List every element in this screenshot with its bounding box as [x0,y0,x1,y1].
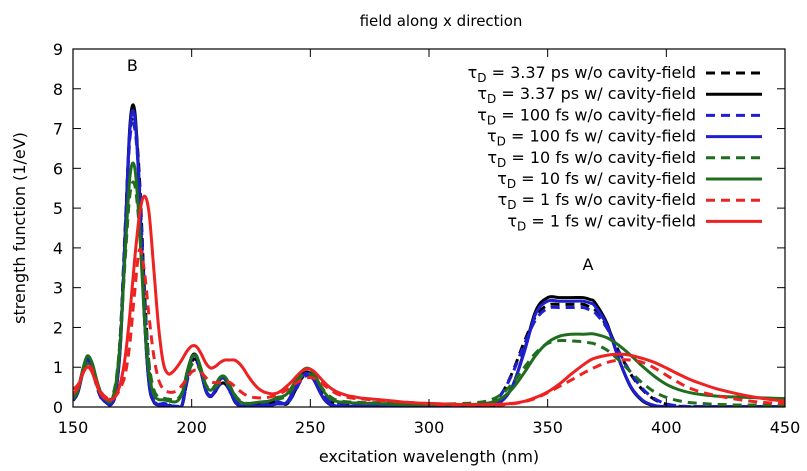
x-tick-label: 400 [651,418,682,437]
peak-annotation: A [583,255,594,274]
y-tick-label: 5 [53,199,63,218]
x-axis: 150 200 250 300 350 400 450 [58,49,801,437]
legend-entry-label: τD = 100 fs w/o cavity-field [477,105,696,127]
peak-annotation: B [127,56,138,75]
y-axis: 0 1 2 3 4 5 6 7 8 9 [53,40,785,417]
y-tick-label: 4 [53,239,63,258]
x-tick-label: 450 [770,418,801,437]
legend-entry-label: τD = 10 fs w/o cavity-field [487,148,696,170]
legend-entry-label: τD = 1 fs w/o cavity-field [498,190,696,212]
chart-title: field along x direction [360,12,523,30]
chart-annotations: BA [127,56,594,274]
series-curves [73,103,785,407]
legend-entry-label: τD = 1 fs w/ cavity-field [507,211,696,233]
x-tick-label: 350 [532,418,563,437]
y-tick-label: 0 [53,398,63,417]
legend-entry-label: τD = 10 fs w/ cavity-field [497,169,696,191]
y-tick-label: 2 [53,318,63,337]
x-axis-label: excitation wavelength (nm) [319,447,539,466]
x-tick-label: 250 [295,418,326,437]
x-tick-label: 150 [58,418,89,437]
legend-entry-label: τD = 3.37 ps w/ cavity-field [477,84,696,106]
y-tick-label: 8 [53,80,63,99]
legend-entry-label: τD = 3.37 ps w/o cavity-field [468,63,696,85]
series-line [73,194,785,407]
y-axis-label: strength function (1/eV) [10,132,29,324]
legend-entry-label: τD = 100 fs w/ cavity-field [487,127,696,149]
y-tick-label: 3 [53,279,63,298]
y-tick-label: 9 [53,40,63,59]
series-line [73,247,785,407]
y-tick-label: 6 [53,159,63,178]
x-tick-label: 200 [176,418,207,437]
x-tick-label: 300 [414,418,445,437]
y-tick-label: 7 [53,120,63,139]
y-tick-label: 1 [53,358,63,377]
